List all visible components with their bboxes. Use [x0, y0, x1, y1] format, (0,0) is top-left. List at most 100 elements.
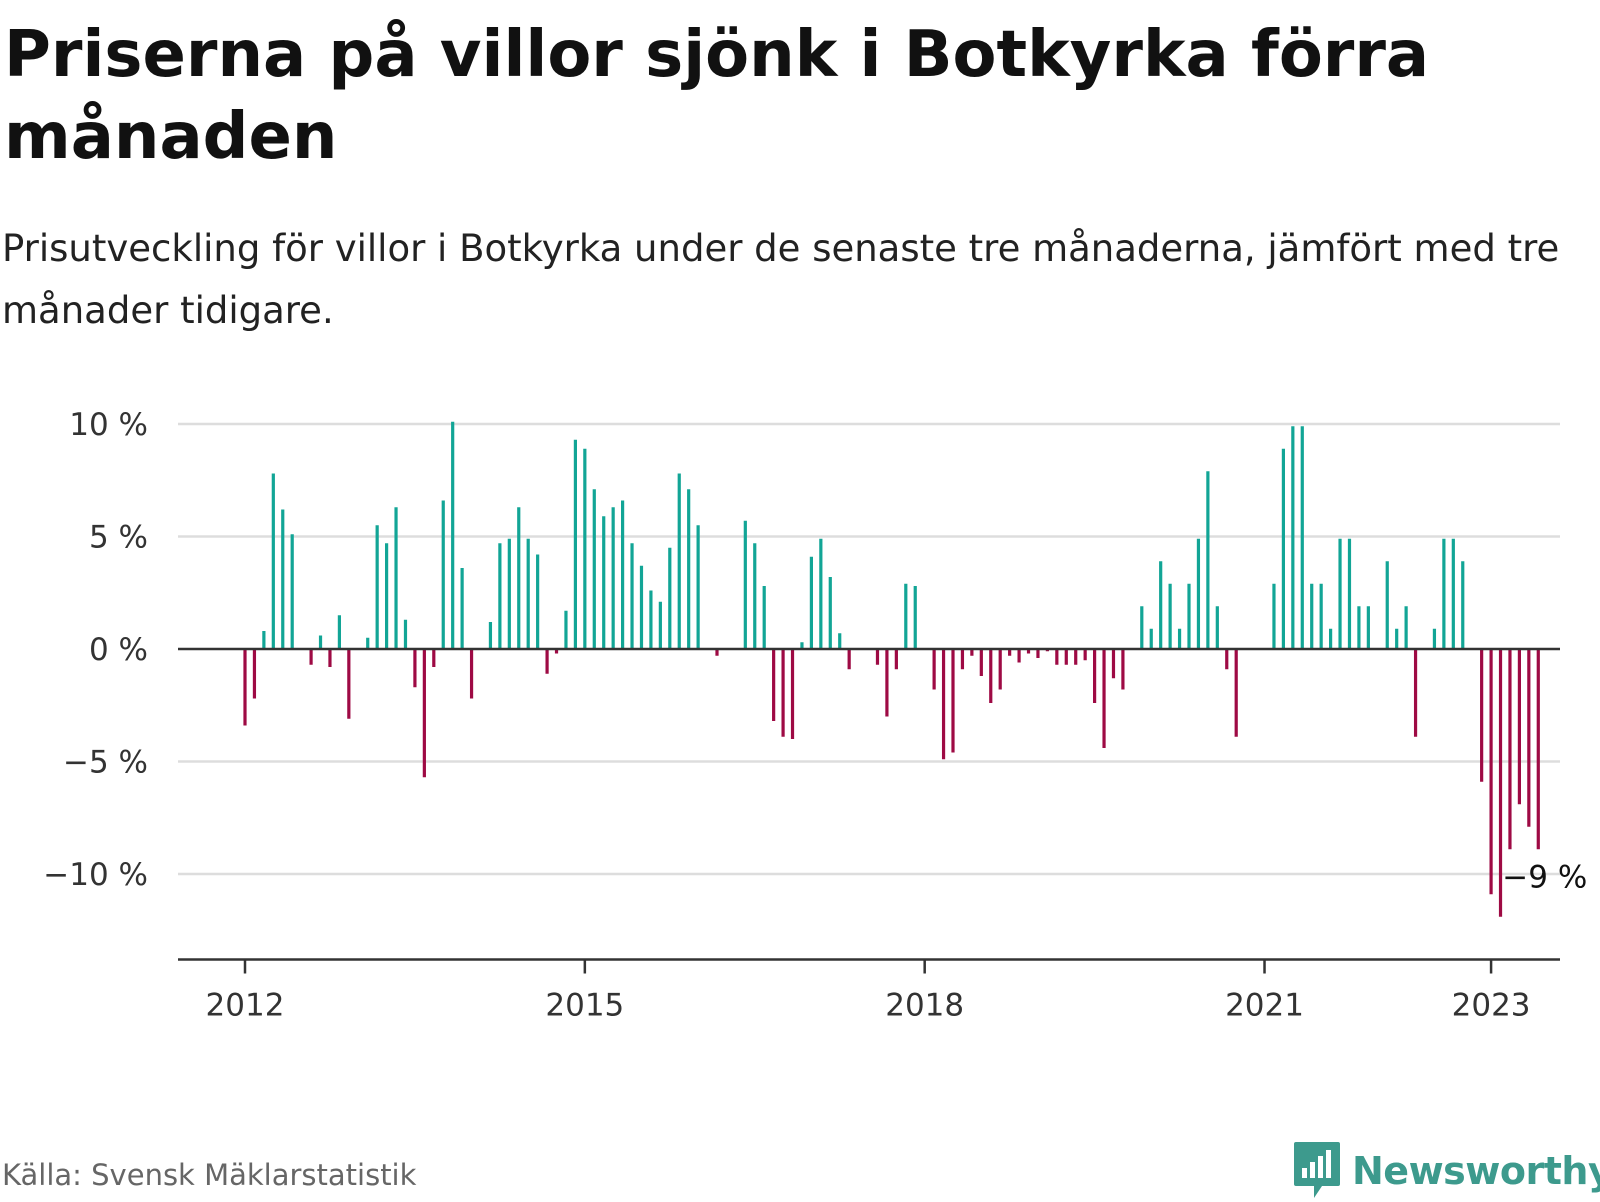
bar	[1102, 649, 1106, 748]
bar	[432, 649, 436, 667]
brand-logo: Newsworthy	[1292, 1140, 1600, 1202]
bar	[1432, 628, 1437, 649]
bar	[309, 649, 313, 665]
bar	[469, 649, 474, 699]
bar	[762, 586, 766, 649]
bar	[913, 586, 917, 649]
bar	[1395, 628, 1399, 649]
x-tick-label: 2018	[885, 988, 964, 1024]
bar	[1215, 606, 1219, 649]
y-tick-label: −10 %	[43, 857, 148, 893]
bar	[1442, 538, 1446, 649]
bar	[451, 421, 455, 649]
y-tick-label: 5 %	[89, 520, 148, 556]
bar	[1187, 583, 1191, 649]
bar	[1026, 649, 1031, 654]
gridlines	[178, 422, 1560, 876]
bar	[1310, 583, 1314, 649]
bar	[772, 649, 776, 721]
bar	[1508, 649, 1512, 850]
y-tick-label: 0 %	[89, 632, 148, 668]
bar	[1206, 471, 1210, 649]
x-tick-label: 2012	[206, 988, 285, 1024]
bar	[1461, 561, 1465, 649]
bar	[621, 500, 625, 649]
bar	[677, 473, 681, 649]
newsworthy-logo-icon	[1294, 1142, 1340, 1198]
bar	[403, 619, 408, 649]
bar	[517, 507, 521, 649]
bar	[583, 448, 587, 649]
bar	[1536, 649, 1540, 850]
bar	[904, 583, 908, 649]
bar	[290, 534, 294, 649]
bar	[1111, 649, 1116, 679]
bar	[658, 601, 662, 649]
bar	[998, 649, 1002, 690]
bar	[498, 543, 502, 649]
bar	[885, 649, 889, 717]
bar	[507, 538, 511, 649]
bar	[715, 649, 719, 656]
bar	[366, 637, 370, 649]
bar	[337, 615, 341, 649]
bar	[1036, 649, 1040, 658]
bar	[413, 649, 417, 688]
bar	[875, 649, 880, 665]
bar	[1366, 606, 1370, 649]
bar	[545, 649, 549, 674]
bar	[979, 649, 983, 676]
bar	[1168, 583, 1172, 649]
bar	[894, 649, 898, 670]
bar	[526, 538, 530, 649]
bar	[1357, 606, 1361, 649]
bar	[838, 633, 842, 649]
bar	[422, 649, 426, 778]
bar	[1140, 606, 1144, 649]
bar	[1329, 628, 1333, 649]
bar	[1338, 538, 1342, 649]
bar	[1347, 538, 1352, 649]
chart-title: Priserna på villor sjönk i Botkyrka förr…	[4, 18, 1430, 174]
chart-subtitle: Prisutveckling för villor i Botkyrka und…	[2, 227, 1560, 332]
y-tick-label: 10 %	[69, 407, 148, 443]
bar	[1480, 649, 1484, 782]
bar	[271, 473, 275, 649]
bar	[573, 439, 577, 649]
bar	[941, 649, 946, 760]
bars	[243, 421, 1540, 917]
bar	[385, 543, 389, 649]
bar	[1074, 649, 1078, 665]
bar	[1272, 583, 1276, 649]
bar	[1055, 649, 1059, 665]
bar	[1404, 606, 1408, 649]
bar	[1385, 561, 1389, 649]
bar	[1451, 538, 1455, 649]
bar	[1149, 628, 1153, 649]
bar	[328, 649, 332, 667]
x-axis-ticks: 2012 2015 2018 2021 2023	[206, 959, 1531, 1024]
bar	[639, 565, 644, 649]
bar	[790, 649, 795, 739]
bar	[687, 489, 691, 649]
bar-chart: 10 % 5 % 0 % −5 % −10 % 2012 2015 2018 2021 2023…	[43, 407, 1587, 1024]
bar	[649, 590, 653, 649]
y-tick-label: −5 %	[63, 745, 148, 781]
bar	[668, 547, 672, 649]
bar	[252, 649, 257, 699]
bar	[630, 543, 634, 649]
bar	[1159, 561, 1163, 649]
bar	[1196, 538, 1201, 649]
bar	[743, 520, 747, 649]
bar	[989, 649, 993, 703]
bar	[1064, 649, 1068, 665]
bar	[1281, 448, 1285, 649]
bar	[1527, 649, 1531, 827]
bar	[460, 568, 464, 649]
bar	[1291, 426, 1295, 649]
bar	[1177, 628, 1182, 649]
bar	[1413, 649, 1418, 737]
brand-name: Newsworthy	[1352, 1149, 1600, 1193]
bar	[592, 489, 596, 649]
bar	[1093, 649, 1097, 703]
